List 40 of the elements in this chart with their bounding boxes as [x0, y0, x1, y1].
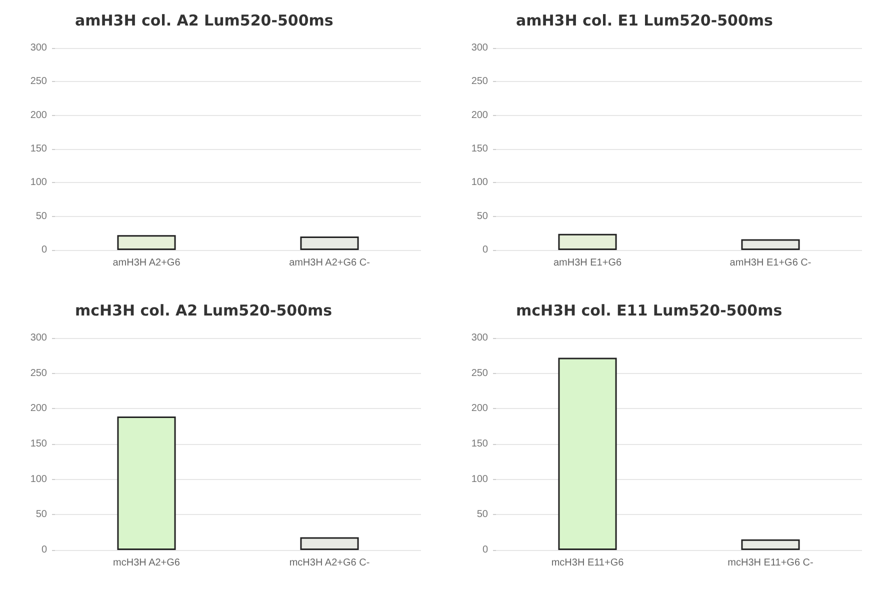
x-tick-label: mcH3H E11+G6 C- — [728, 558, 814, 568]
y-tick-label: 200 — [30, 110, 48, 121]
y-tick-label: 0 — [482, 544, 488, 556]
y-tick-label: 300 — [30, 332, 48, 344]
chart-title: amH3H col. A2 Lum520-500ms — [75, 12, 334, 30]
x-tick-label: amH3H E1+G6 — [553, 258, 622, 268]
y-tick-label: 0 — [41, 544, 48, 556]
y-tick-label: 150 — [30, 144, 48, 154]
y-tick-label: 0 — [41, 244, 48, 256]
y-tick-label: 150 — [471, 438, 488, 450]
x-tick-label: amH3H E1+G6 C- — [730, 258, 812, 268]
y-tick-label: 300 — [471, 42, 488, 54]
y-tick-label: 300 — [30, 42, 48, 54]
y-tick-label: 200 — [471, 403, 488, 414]
x-tick-label: mcH3H E11+G6 — [551, 558, 624, 568]
x-tick-label: amH3H A2+G6 C- — [289, 258, 370, 268]
y-tick-label: 50 — [476, 509, 488, 520]
y-tick-label: 150 — [471, 144, 488, 154]
chart-title: mcH3H col. E11 Lum520-500ms — [516, 302, 782, 320]
y-tick-label: 50 — [36, 509, 48, 520]
y-tick-label: 150 — [30, 438, 48, 450]
y-tick-label: 50 — [36, 210, 48, 222]
y-tick-label: 300 — [471, 332, 488, 344]
y-tick-label: 100 — [30, 474, 48, 485]
y-tick-label: 200 — [30, 403, 48, 414]
y-tick-label: 100 — [471, 177, 488, 188]
y-tick-label: 250 — [30, 368, 48, 379]
chart-title: mcH3H col. A2 Lum520-500ms — [75, 302, 332, 320]
y-tick-label: 250 — [471, 76, 488, 88]
y-tick-label: 50 — [476, 210, 488, 222]
chart-title: amH3H col. E1 Lum520-500ms — [516, 12, 774, 30]
x-tick-label: amH3H A2+G6 — [112, 258, 181, 268]
y-tick-label: 100 — [30, 177, 48, 188]
y-tick-label: 100 — [471, 474, 488, 485]
y-tick-label: 250 — [471, 368, 488, 379]
y-tick-label: 0 — [482, 244, 488, 256]
y-tick-label: 250 — [30, 76, 48, 88]
x-tick-label: mcH3H A2+G6 — [113, 558, 180, 568]
y-tick-label: 200 — [471, 110, 488, 121]
x-tick-label: mcH3H A2+G6 C- — [289, 558, 370, 568]
